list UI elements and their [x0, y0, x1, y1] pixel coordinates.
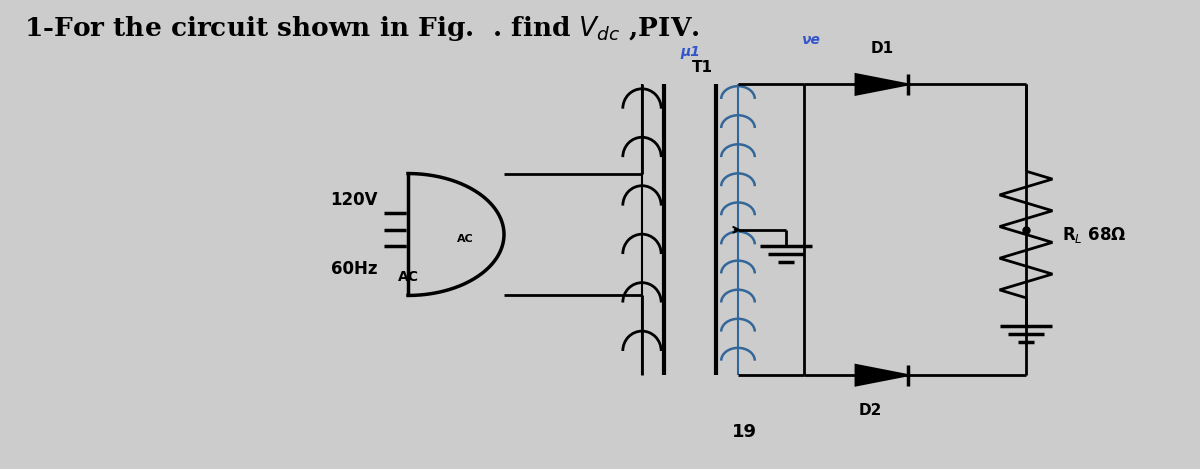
- Text: νe: νe: [800, 33, 820, 47]
- Text: R$_L$ 68Ω: R$_L$ 68Ω: [1062, 225, 1127, 244]
- Text: 60Hz: 60Hz: [331, 260, 378, 278]
- Polygon shape: [856, 74, 908, 95]
- Text: T1: T1: [691, 60, 713, 75]
- Text: AC: AC: [398, 270, 420, 284]
- Text: μ1: μ1: [680, 45, 700, 59]
- Text: D1: D1: [870, 41, 894, 56]
- Text: AC: AC: [457, 234, 474, 244]
- Text: 120V: 120V: [330, 191, 378, 209]
- Text: 1-For the circuit shown in Fig.  . find $V_{dc}$ ,PIV.: 1-For the circuit shown in Fig. . find $…: [24, 14, 700, 43]
- Text: 19: 19: [732, 423, 756, 441]
- Polygon shape: [856, 365, 908, 386]
- Text: D2: D2: [858, 403, 882, 418]
